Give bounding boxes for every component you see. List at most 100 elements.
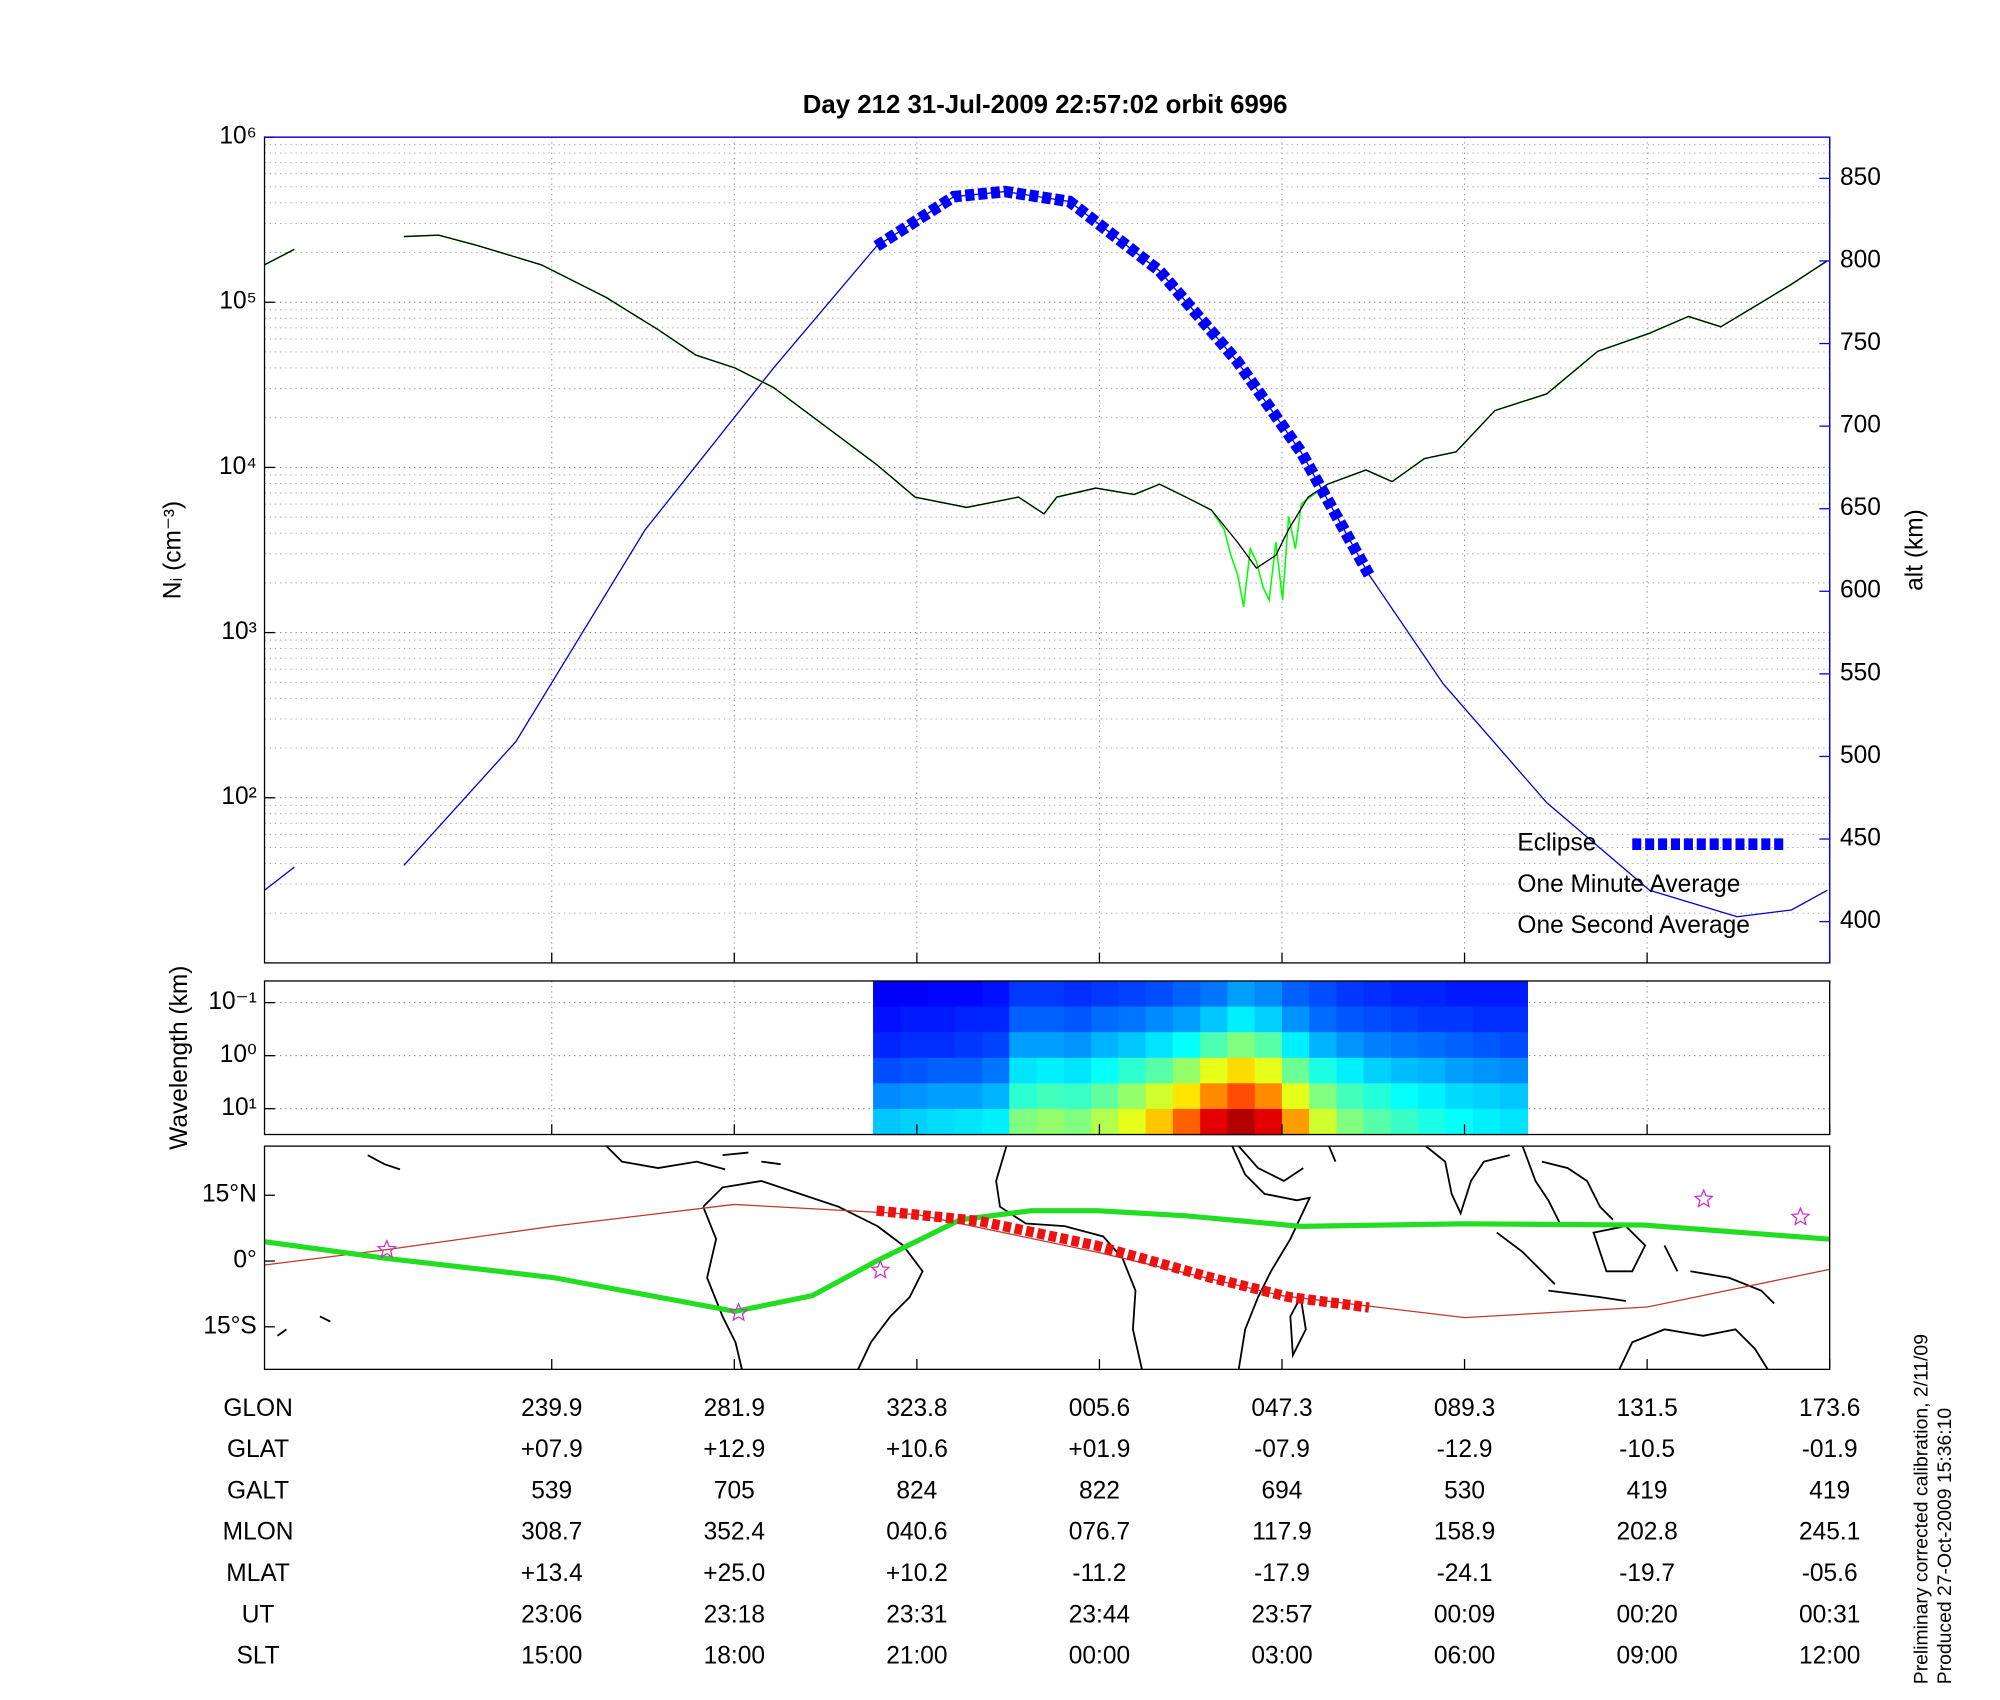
heat-cell (1363, 1032, 1392, 1059)
cell: -12.9 (1437, 1436, 1493, 1463)
heat-cell (1499, 1083, 1528, 1110)
footnote: Preliminary corrected calibration, 2/11/… (1911, 1334, 1933, 1684)
heat-cell (1418, 1057, 1447, 1085)
heat-cell (1063, 1108, 1092, 1136)
heat-cell (1472, 1006, 1501, 1033)
heat-cell (1227, 1108, 1256, 1136)
heat-cell (982, 1108, 1011, 1136)
heat-cell (1418, 1108, 1447, 1136)
heat-cell (1281, 1083, 1310, 1110)
heat-cell (873, 1083, 902, 1110)
cell: 076.7 (1069, 1519, 1130, 1546)
heat-cell (1172, 1108, 1201, 1136)
heat-cell (1145, 980, 1174, 1008)
cell: 131.5 (1616, 1395, 1677, 1422)
heat-cell (927, 1083, 956, 1110)
heat-cell (1036, 1083, 1065, 1110)
legend-label: One Second Average (1517, 912, 1749, 939)
heat-cell (1418, 1006, 1447, 1033)
x-tick-label: 03:00 (1251, 1643, 1312, 1670)
cell: 23:31 (886, 1601, 947, 1628)
heat-cell (1472, 1083, 1501, 1110)
y2-tick-label: 700 (1840, 412, 1881, 439)
heat-cell (900, 1032, 929, 1059)
cell: 245.1 (1799, 1519, 1860, 1546)
y2-tick-label: 850 (1840, 164, 1881, 191)
heat-cell (1309, 1032, 1338, 1059)
heat-cell (954, 1057, 983, 1085)
heat-cell (1036, 1108, 1065, 1136)
heat-cell (1309, 1108, 1338, 1136)
heat-cell (1254, 980, 1283, 1008)
heat-cell (982, 1006, 1011, 1033)
x-tick-label: 06:00 (1434, 1643, 1495, 1670)
heat-cell (1227, 1006, 1256, 1033)
y-tick-label: 15°S (203, 1312, 256, 1339)
cell: -11.2 (1072, 1560, 1126, 1587)
y-tick-label: 10⁻¹ (208, 988, 256, 1015)
x-tick-label: 15:00 (521, 1643, 582, 1670)
heat-cell (1145, 1083, 1174, 1110)
heat-cell (1091, 1057, 1120, 1085)
heat-cell (927, 1032, 956, 1059)
coastlines (276, 1146, 1775, 1370)
series-line (264, 234, 1828, 569)
heat-cell (954, 1108, 983, 1136)
heat-cell (873, 1006, 902, 1033)
cell: 00:20 (1616, 1601, 1677, 1628)
cell: -24.1 (1437, 1560, 1493, 1587)
heat-cell (1499, 1006, 1528, 1033)
cell: 005.6 (1069, 1395, 1130, 1422)
cell: 23:18 (704, 1601, 765, 1628)
y-tick-label: 0° (233, 1246, 256, 1273)
cell: 822 (1079, 1477, 1120, 1504)
y2-axis-label: alt (km) (1902, 509, 1929, 591)
heat-cell (1172, 1032, 1201, 1059)
heat-cell (900, 1108, 929, 1136)
heat-cell (1281, 1057, 1310, 1085)
heat-cell (1499, 1057, 1528, 1085)
cell: -19.7 (1619, 1560, 1675, 1587)
cell: +01.9 (1068, 1436, 1130, 1463)
y-tick-label: 10⁵ (219, 288, 256, 315)
y-tick-label: 10² (221, 783, 256, 810)
heat-cell (873, 1108, 902, 1136)
heat-cell (1091, 1006, 1120, 1033)
heat-cell (1227, 1057, 1256, 1085)
panel: 10² 10³ 10⁴ 10⁵ 10⁶ 400 450 500 550 600 650 700 750 8… (160, 123, 1929, 964)
heat-cell (1281, 1108, 1310, 1136)
heat-cell (1472, 980, 1501, 1008)
cell: -17.9 (1254, 1560, 1310, 1587)
x-tick-label: 09:00 (1616, 1643, 1677, 1670)
heat-cell (1418, 1032, 1447, 1059)
heat-cell (1091, 1083, 1120, 1110)
y-axis-label: Wavelength (km) (166, 966, 193, 1150)
row-label: MLON (223, 1519, 294, 1546)
coastline (995, 1146, 1312, 1370)
series-line (264, 234, 1828, 608)
heat-cell (1063, 1057, 1092, 1085)
heat-cell (1036, 1006, 1065, 1033)
y2-tick-label: 800 (1840, 246, 1881, 273)
heat-cell (1445, 980, 1474, 1008)
heat-cell (1499, 1108, 1528, 1136)
y-tick-label: 10⁰ (220, 1041, 257, 1068)
heat-cell (1227, 1032, 1256, 1059)
cell: 694 (1262, 1477, 1303, 1504)
heat-cell (1118, 1083, 1147, 1110)
heat-cell (1336, 1108, 1365, 1136)
heat-cell (1172, 1083, 1201, 1110)
y-axis-label: Nᵢ (cm⁻³) (160, 501, 187, 599)
heat-cell (1281, 1032, 1310, 1059)
row-label: GALT (227, 1477, 289, 1504)
heat-cell (1390, 1032, 1419, 1059)
heat-cell (900, 1006, 929, 1033)
heat-cell (954, 1032, 983, 1059)
cell: -07.9 (1254, 1436, 1310, 1463)
heat-cell (873, 1032, 902, 1059)
heat-cell (1445, 1032, 1474, 1059)
heat-cell (1036, 1032, 1065, 1059)
map-star (1790, 1206, 1811, 1226)
